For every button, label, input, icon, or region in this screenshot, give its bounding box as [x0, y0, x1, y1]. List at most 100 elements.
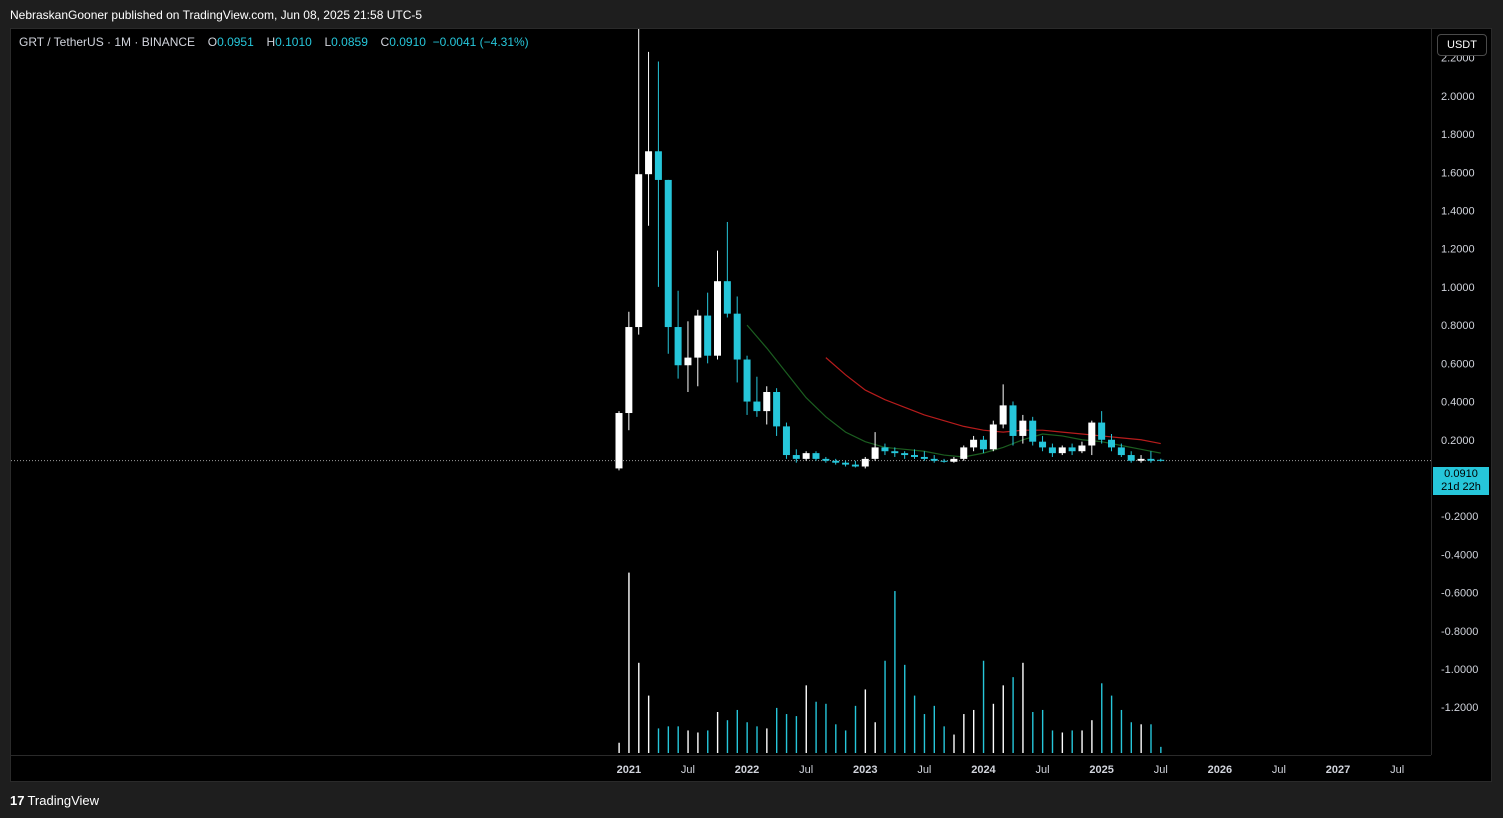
- candle-body: [999, 405, 1007, 425]
- candle-body: [861, 458, 869, 467]
- candle: [802, 451, 810, 461]
- candle-body: [645, 151, 653, 175]
- time-tick-label: 2026: [1208, 764, 1232, 776]
- volume-bar: [746, 722, 748, 753]
- volume-bar: [1032, 712, 1034, 753]
- candle-body: [625, 327, 633, 414]
- tradingview-logo-icon: 17: [10, 793, 25, 808]
- candle: [723, 221, 731, 318]
- time-tick-label: 2022: [735, 764, 759, 776]
- volume-bar: [805, 685, 807, 753]
- candle: [743, 355, 751, 415]
- candle: [979, 435, 987, 454]
- candle: [1137, 455, 1145, 463]
- volume-bar: [1091, 720, 1093, 753]
- publisher-info: NebraskanGooner published on TradingView…: [10, 8, 423, 22]
- candle: [851, 460, 859, 468]
- change-value: −0.0041 (−4.31%): [432, 35, 529, 49]
- volume-bar: [943, 726, 945, 753]
- volume-bar: [638, 662, 640, 753]
- volume-bar: [1061, 732, 1064, 753]
- candle-body: [1147, 458, 1155, 461]
- currency-button[interactable]: USDT: [1437, 34, 1487, 56]
- volume-bar: [618, 742, 620, 753]
- chart-svg[interactable]: [11, 0, 1431, 755]
- time-tick-label: 2027: [1326, 764, 1350, 776]
- volume-bar: [687, 730, 689, 753]
- candle-body: [979, 439, 987, 450]
- volume-bar: [736, 709, 738, 753]
- candle-body: [960, 447, 968, 459]
- time-tick-label: Jul: [681, 764, 695, 776]
- time-tick-label: Jul: [1272, 764, 1286, 776]
- tradingview-brand[interactable]: 17 TradingView: [10, 793, 99, 808]
- candle: [832, 458, 840, 465]
- candle-body: [1029, 420, 1037, 442]
- volume-bar: [854, 705, 857, 753]
- candle: [782, 422, 790, 459]
- volume-bar: [835, 724, 837, 753]
- plot-area[interactable]: GRT / TetherUS · 1M · BINANCE O0.0951 H0…: [11, 0, 1431, 755]
- volume-bar: [913, 695, 916, 753]
- candle: [881, 443, 889, 456]
- volume-bar: [628, 572, 630, 753]
- candle-body: [615, 413, 623, 469]
- candle-body: [704, 315, 712, 356]
- candle-body: [1019, 420, 1027, 436]
- candle: [1029, 416, 1037, 446]
- time-tick-label: 2025: [1089, 764, 1113, 776]
- price-tick-label: -0.2000: [1441, 511, 1478, 523]
- candle: [753, 376, 761, 417]
- volume-bar: [894, 591, 896, 753]
- candle-body: [723, 281, 731, 314]
- candle: [704, 292, 712, 364]
- candle: [891, 447, 899, 457]
- price-axis[interactable]: 2.2000 2.0000 1.8000 1.6000 1.4000 1.2000 1.00…: [1431, 29, 1492, 755]
- volume-bar: [953, 734, 955, 753]
- volume-bar: [825, 703, 827, 753]
- candle-body: [782, 426, 790, 456]
- time-axis[interactable]: 2021 Jul 2022 Jul 2023 Jul 2024 Jul 2025 Jul 2026 J…: [11, 755, 1431, 782]
- candle-body: [635, 174, 643, 328]
- top-bar: NebraskanGooner published on TradingView…: [0, 0, 1503, 27]
- volume-bar: [1120, 709, 1123, 753]
- chart-frame[interactable]: GRT / TetherUS · 1M · BINANCE O0.0951 H0…: [10, 0, 1492, 782]
- candle: [733, 296, 741, 383]
- candle: [625, 311, 633, 431]
- candle-body: [970, 439, 978, 448]
- volume-bar: [677, 726, 679, 753]
- candle-body: [930, 458, 938, 461]
- candle-body: [1088, 422, 1096, 446]
- candle: [950, 456, 958, 463]
- price-axis-svg: 2.20002.00001.80001.60001.40001.20001.00…: [1441, 53, 1478, 715]
- candle-body: [714, 281, 721, 356]
- volume-bar: [726, 720, 729, 753]
- time-tick-label: Jul: [1154, 764, 1168, 776]
- bar-countdown: 21d 22h: [1441, 481, 1481, 493]
- candle-body: [989, 424, 997, 450]
- open-value: 0.0951: [217, 35, 254, 49]
- volume-bar: [756, 726, 758, 753]
- candle: [674, 290, 682, 379]
- volume-bar: [1041, 709, 1044, 753]
- candle: [822, 456, 830, 463]
- candle-body: [802, 453, 810, 459]
- volume-bar: [1101, 683, 1103, 753]
- volume-bar: [864, 689, 867, 753]
- candle-body: [763, 392, 771, 412]
- candle-body: [871, 447, 879, 459]
- candle-body: [753, 401, 761, 412]
- volume-bar: [657, 728, 660, 753]
- candle: [901, 451, 909, 459]
- candle: [615, 411, 623, 471]
- volume-bar: [904, 664, 906, 753]
- candle-body: [891, 451, 899, 454]
- volume-bar: [785, 714, 788, 753]
- candle-body: [1108, 439, 1115, 448]
- candle: [1157, 458, 1165, 462]
- volume-bar: [923, 714, 926, 753]
- time-tick-label: Jul: [799, 764, 813, 776]
- candle: [1098, 411, 1106, 444]
- time-tick-label: 2023: [853, 764, 877, 776]
- symbol-name[interactable]: GRT / TetherUS · 1M · BINANCE: [19, 35, 196, 49]
